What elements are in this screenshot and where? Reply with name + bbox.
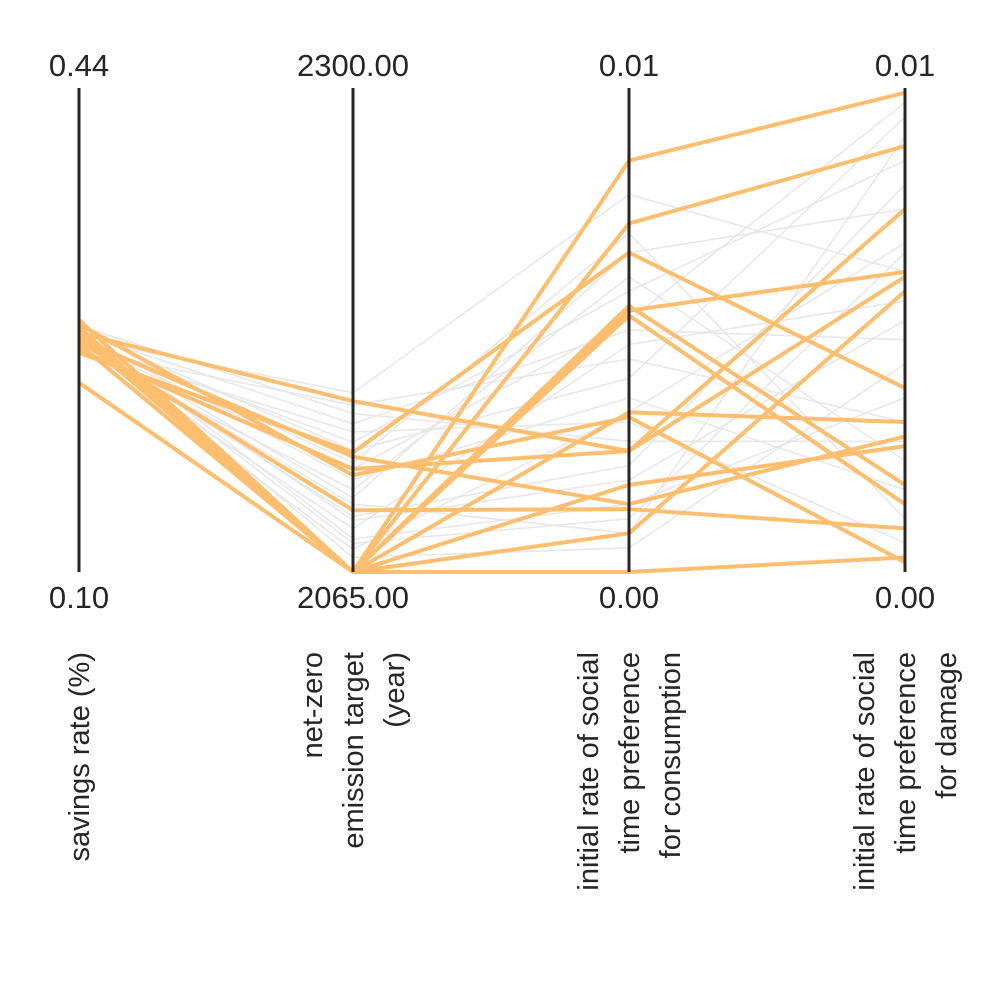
axis-title-srtp_damage: initial rate of social time preference for… (849, 652, 963, 891)
axis-max-label-savings: 0.44 (49, 48, 109, 83)
axis-title-netzero: net-zero emission target (year) (297, 652, 411, 849)
axis-title-line-srtp_consumption-2: for consumption (655, 652, 687, 858)
axis-title-line-srtp_consumption-0: initial rate of social (573, 652, 605, 891)
highlighted-series-line-14 (78, 336, 906, 507)
background-series-line-17 (78, 349, 906, 423)
highlighted-series-line-3 (77, 303, 907, 574)
background-series-line-5 (78, 326, 906, 540)
axis-title-savings: savings rate (%) (64, 652, 96, 862)
background-series-line-15 (78, 208, 906, 499)
background-series-line-18 (78, 252, 906, 545)
highlighted-series-group (77, 90, 907, 574)
highlighted-series-line-13 (78, 275, 907, 471)
background-series-line-2 (78, 275, 906, 491)
background-series-line-8 (78, 135, 906, 535)
highlighted-series-line-12 (77, 313, 907, 574)
axis-min-label-savings: 0.10 (49, 580, 109, 615)
axes-group: 0.44 0.10 savings rate (%) 2300.00 2065.00 ne… (49, 48, 963, 891)
axis-min-label-srtp_consumption: 0.00 (599, 580, 659, 615)
highlighted-series-line-11 (77, 327, 906, 574)
axis-max-label-srtp_consumption: 0.01 (599, 48, 659, 83)
highlighted-series-line-5 (78, 250, 906, 455)
highlighted-series-line-6 (77, 342, 906, 574)
axis-title-line-srtp_damage-2: for damage (931, 652, 963, 799)
axis-title-line-srtp_damage-0: initial rate of social (849, 652, 881, 891)
axis-max-label-netzero: 2300.00 (297, 48, 409, 83)
axis-title-line-srtp_consumption-1: time preference (614, 652, 646, 854)
axis-title-srtp_consumption: initial rate of social time preference for… (573, 652, 687, 891)
axis-title-line-netzero-1: emission target (338, 652, 370, 849)
axis-title-line-netzero-0: net-zero (297, 652, 329, 758)
axis-min-label-netzero: 2065.00 (297, 580, 409, 615)
highlighted-series-line-4 (78, 207, 907, 453)
axis-min-label-srtp_damage: 0.00 (875, 580, 935, 615)
highlighted-series-line-7 (77, 339, 906, 531)
axis-title-line-srtp_damage-1: time preference (890, 652, 922, 854)
axis-max-label-srtp_damage: 0.01 (875, 48, 935, 83)
axis-title-line-netzero-2: (year) (379, 652, 411, 728)
axis-title-line-savings-0: savings rate (%) (64, 652, 96, 862)
